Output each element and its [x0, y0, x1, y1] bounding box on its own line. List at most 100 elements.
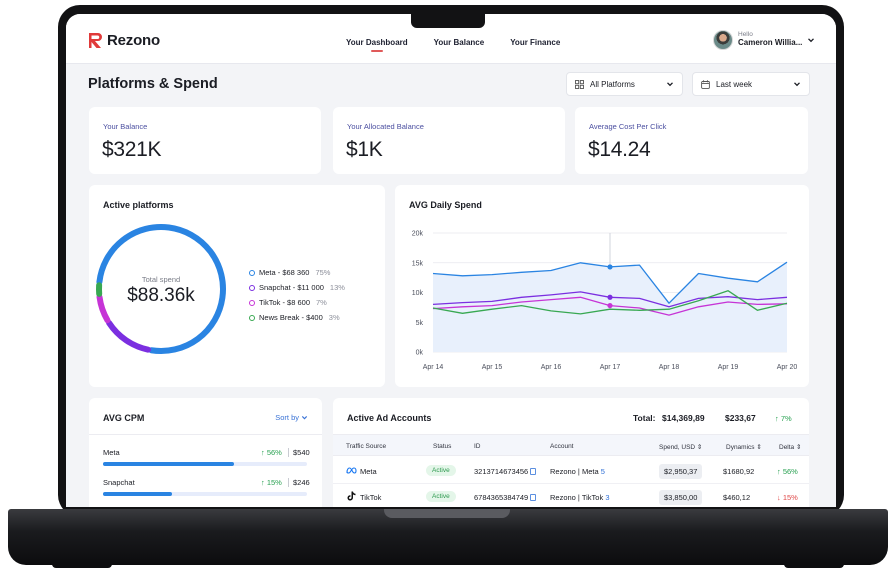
account-id: 3213714673456: [474, 467, 537, 476]
legend-item-tiktok: TikTok - $8 600 7%: [249, 295, 345, 310]
kpi-card-allocated-balance: Your Allocated Balance $1K: [333, 107, 565, 174]
column-header-status[interactable]: Status: [433, 443, 452, 450]
kpi-card-avg-cpc: Average Cost Per Click $14.24: [575, 107, 808, 174]
nav-your-finance[interactable]: Your Finance: [510, 38, 561, 47]
donut-center: Total spend $88.36k: [109, 275, 213, 307]
cpm-value: $540: [288, 448, 310, 457]
list-item[interactable]: Meta ↑ 56% $540: [89, 435, 322, 466]
legend-item-news-break: News Break - $400 3%: [249, 310, 345, 325]
avatar: [713, 30, 733, 50]
cpm-list: Meta ↑ 56% $540 Snapchat ↑ 15% $246: [89, 434, 322, 496]
card-title: Active platforms: [103, 200, 174, 210]
donut-segment-0: [96, 224, 226, 354]
table-header: Traffic Source Status ID Account Spend, …: [333, 434, 809, 456]
column-header-spend[interactable]: Spend, USD ⇕: [659, 444, 703, 451]
legend-dot: [249, 284, 255, 291]
kpi-label: Your Balance: [103, 122, 148, 131]
account-id-text: 6784365384749: [474, 493, 529, 502]
cpm-value: $246: [288, 478, 310, 487]
x-tick-label: Apr 17: [600, 364, 621, 371]
app-screen: Rezono Your Dashboard Your Balance Your …: [66, 14, 836, 507]
chevron-down-icon: [794, 82, 800, 87]
total-label: Total:: [633, 413, 656, 423]
column-header-traffic-source[interactable]: Traffic Source: [346, 443, 387, 450]
traffic-source: Meta: [360, 467, 377, 476]
nav-your-balance[interactable]: Your Balance: [433, 38, 485, 47]
legend-dot: [249, 314, 255, 321]
card-title: AVG Daily Spend: [409, 200, 482, 210]
platforms-donut-chart: [96, 224, 226, 354]
dynamics-value: $1680,92: [723, 467, 755, 476]
delta-value: ↓ 15%: [777, 493, 798, 502]
user-menu[interactable]: Hello Cameron Willia...: [713, 30, 815, 50]
laptop-hinge-notch: [384, 509, 510, 518]
brand-name: Rezono: [107, 32, 160, 49]
cpm-progress-track: [103, 462, 307, 466]
status-badge: Active: [426, 465, 456, 476]
account-count: 3: [605, 493, 610, 502]
cpm-delta: ↑ 15%: [261, 478, 282, 487]
period-filter-select[interactable]: Last week: [692, 72, 810, 96]
series-marker-2: [607, 302, 613, 309]
rezono-logo-icon: [89, 33, 102, 48]
sort-by-button[interactable]: Sort by: [275, 413, 308, 422]
account-name[interactable]: Rezono | Meta 5: [550, 467, 605, 476]
y-tick-label: 10k: [412, 290, 424, 297]
total-spend-value: $88.36k: [127, 285, 195, 306]
account-name-text: Rezono | Meta: [550, 467, 599, 476]
brand-logo[interactable]: Rezono: [89, 32, 160, 49]
column-header-account[interactable]: Account: [550, 443, 574, 450]
spend-value: $3,850,00: [659, 490, 703, 505]
donut-segment-1: [106, 319, 152, 353]
legend-label: Meta - $68 360: [259, 268, 310, 277]
column-header-dynamics[interactable]: Dynamics ⇕: [726, 444, 762, 451]
avg-daily-spend-card: AVG Daily Spend 20k 15k 10k 5k 0k Apr 14 Apr 1…: [395, 185, 809, 387]
donut-segment-2: [96, 294, 111, 324]
kpi-value: $321K: [102, 138, 162, 161]
nav-your-dashboard[interactable]: Your Dashboard: [346, 38, 408, 52]
kpi-value: $1K: [346, 138, 383, 161]
chevron-down-icon: [667, 82, 673, 87]
table-row[interactable]: Meta Active 3213714673456 Rezono | Meta …: [333, 458, 809, 484]
meta-logo-icon: [346, 467, 357, 474]
laptop-base: [8, 509, 888, 565]
total-delta: ↑ 7%: [775, 414, 792, 423]
platform-filter-value: All Platforms: [590, 79, 635, 89]
active-ad-accounts-card: Active Ad Accounts Total: $14,369,89 $23…: [333, 398, 809, 507]
table-row[interactable]: TikTok Active 6784365384749 Rezono | Tik…: [333, 484, 809, 507]
status-badge: Active: [426, 491, 456, 502]
copy-icon[interactable]: [530, 468, 537, 475]
total-spend: $14,369,89: [662, 413, 705, 423]
avg-daily-spend-chart: 20k 15k 10k 5k 0k Apr 14 Apr 15 Apr 16 Apr 17 Apr…: [412, 231, 798, 372]
tiktok-logo-icon: [347, 491, 356, 501]
laptop-foot-left: [52, 562, 112, 568]
account-name-text: Rezono | TikTok: [550, 493, 604, 502]
page-title: Platforms & Spend: [88, 76, 218, 92]
account-name[interactable]: Rezono | TikTok 3: [550, 493, 610, 502]
total-spend-label: Total spend: [141, 275, 181, 284]
chevron-down-icon: [301, 416, 308, 420]
platform-filter-select[interactable]: All Platforms: [566, 72, 683, 96]
column-header-id[interactable]: ID: [474, 443, 481, 450]
list-item[interactable]: Snapchat ↑ 15% $246: [89, 465, 322, 496]
cpm-delta: ↑ 56%: [261, 448, 282, 457]
legend-pct: 75%: [315, 268, 331, 277]
platforms-legend: Meta - $68 360 75% Snapchat - $11 000 13…: [249, 265, 345, 325]
column-header-delta[interactable]: Delta ⇕: [779, 444, 802, 451]
kpi-card-balance: Your Balance $321K: [89, 107, 321, 174]
series-marker-0: [607, 264, 613, 270]
traffic-source: TikTok: [360, 493, 382, 502]
cpm-platform-name: Meta: [103, 448, 120, 457]
x-tick-label: Apr 19: [718, 364, 739, 371]
cpm-platform-name: Snapchat: [103, 478, 135, 487]
account-id: 6784365384749: [474, 493, 537, 502]
y-tick-label: 20k: [412, 231, 424, 238]
legend-label: TikTok - $8 600: [259, 298, 310, 307]
y-tick-label: 0k: [416, 350, 424, 357]
series-marker-1: [607, 294, 613, 300]
cpm-progress-fill: [103, 492, 173, 496]
legend-item-snapchat: Snapchat - $11 000 13%: [249, 280, 345, 295]
x-tick-label: Apr 18: [659, 364, 680, 371]
copy-icon[interactable]: [530, 494, 537, 501]
card-title: Active Ad Accounts: [347, 413, 432, 423]
